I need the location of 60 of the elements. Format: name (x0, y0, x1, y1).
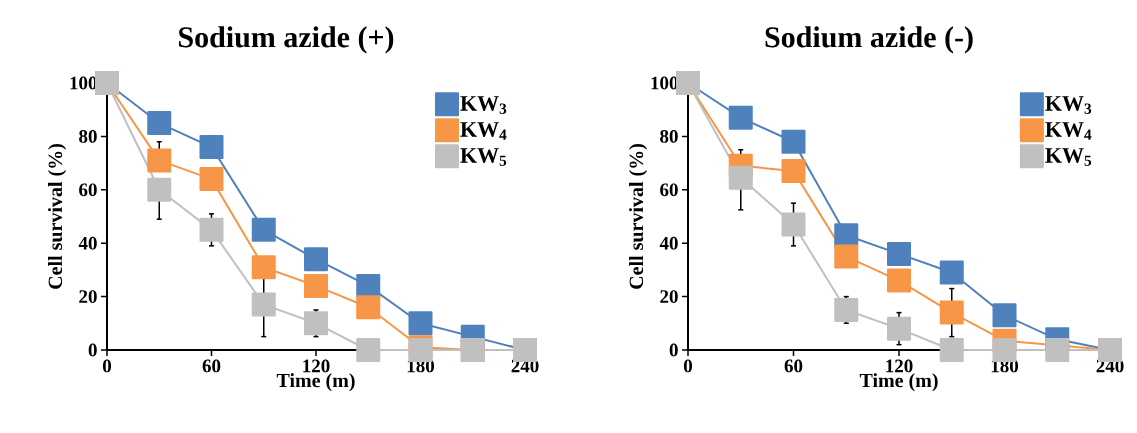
legend-label: KW$_{5}$ (460, 148, 507, 166)
point (781, 159, 806, 184)
point (939, 260, 964, 285)
legend-label: KW$_{3}$ (460, 96, 507, 114)
point (304, 247, 328, 272)
point (147, 148, 172, 173)
y-tick-label: 0 (88, 343, 97, 357)
point (939, 300, 964, 325)
y-tick-label: 0 (669, 343, 678, 357)
x-tick-label: 60 (784, 359, 803, 373)
legend-label: KW$_{4}$ (460, 122, 507, 140)
x-axis-title: Time (m) (276, 373, 355, 392)
y-tick-label: 20 (79, 290, 97, 304)
point (199, 135, 224, 160)
y-tick-label: 60 (660, 183, 678, 197)
point (199, 217, 224, 242)
legend-label: KW$_{3}$ (1045, 96, 1092, 114)
point (992, 303, 1017, 328)
x-tick-label: 120 (886, 359, 913, 373)
point (304, 311, 328, 336)
point (1045, 338, 1070, 362)
point (887, 316, 912, 341)
point (356, 295, 381, 320)
point (304, 273, 328, 298)
point (728, 165, 753, 190)
point (199, 167, 224, 192)
point (251, 255, 276, 280)
y-axis-title: Cell survival (%) (48, 144, 67, 289)
x-tick-label: 120 (303, 359, 330, 373)
point (147, 177, 172, 202)
y-tick-label: 40 (78, 236, 97, 250)
point (251, 217, 276, 242)
y-tick-label: 60 (79, 183, 97, 197)
y-tick-label: 80 (79, 129, 97, 143)
point (834, 223, 859, 248)
x-tick-label: 60 (202, 359, 221, 373)
point (781, 129, 806, 154)
point (251, 292, 276, 317)
y-tick-label: 20 (660, 290, 678, 304)
point (408, 311, 433, 336)
chart-title: Sodium azide (+) (179, 26, 394, 54)
point (834, 297, 859, 322)
point (356, 338, 381, 362)
x-tick-label: 0 (683, 359, 693, 373)
point (887, 241, 912, 266)
y-tick-label: 80 (660, 129, 678, 143)
x-axis-title: Time (m) (859, 373, 938, 392)
point (781, 212, 806, 237)
y-tick-label: 40 (659, 236, 678, 250)
x-tick-label: 0 (102, 359, 112, 373)
point (887, 268, 912, 293)
point (834, 244, 859, 269)
point (728, 105, 753, 130)
legend-label: KW$_{5}$ (1045, 148, 1092, 166)
point (992, 338, 1017, 362)
chart-title: Sodium azide (-) (765, 26, 973, 54)
y-axis-title: Cell survival (%) (629, 144, 648, 289)
legend-label: KW$_{4}$ (1045, 122, 1092, 140)
point (939, 338, 964, 362)
point (147, 111, 172, 136)
